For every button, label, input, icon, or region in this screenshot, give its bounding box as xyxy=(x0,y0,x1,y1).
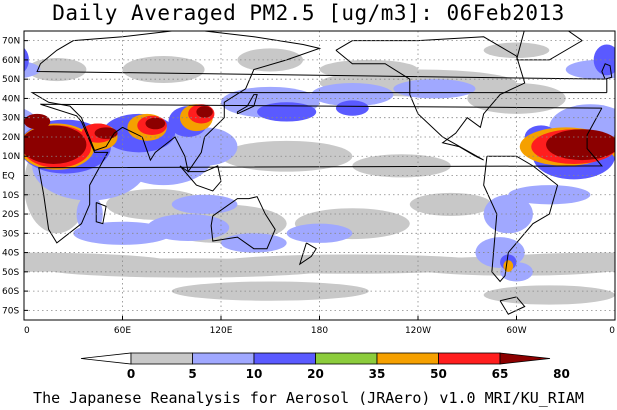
grid-lines xyxy=(24,31,615,320)
lon-tick-label: 180 xyxy=(311,326,328,336)
lat-tick-label: 20S xyxy=(2,210,19,220)
lon-tick-label: 60W xyxy=(506,326,526,336)
lon-tick-label: 120W xyxy=(405,326,431,336)
lat-tick-label: 50S xyxy=(2,268,19,278)
colorbar-swatch xyxy=(80,352,132,365)
credit-line: The Japanese Reanalysis for Aerosol (JRA… xyxy=(33,389,584,407)
lat-tick-label: 20N xyxy=(2,133,20,143)
lon-axis: 0 60E 120E 180 120W 60W 0 xyxy=(23,316,616,336)
colorbar-swatch xyxy=(253,352,316,365)
lat-tick-label: 70S xyxy=(2,306,19,316)
lat-tick-label: 50N xyxy=(2,75,20,85)
colorbar-label: 50 xyxy=(430,367,447,381)
colorbar-label: 35 xyxy=(369,367,386,381)
colorbar: 0 5 10 20 35 50 65 80 xyxy=(80,352,570,381)
lat-tick-label: 30S xyxy=(2,229,19,239)
colorbar-swatch xyxy=(315,352,378,365)
lon-tick-label: 120E xyxy=(210,326,233,336)
lat-tick-label: EQ xyxy=(2,172,15,182)
colorbar-label: 0 xyxy=(127,367,135,381)
colorbar-swatch xyxy=(192,352,255,365)
lon-tick-label: 0 xyxy=(24,326,30,336)
lat-tick-label: 30N xyxy=(2,114,20,124)
colorbar-swatch xyxy=(376,352,439,365)
lat-axis: 70N 60N 50N 40N 30N 20N 10N EQ 10S 20S 30S 40S 50S 60… xyxy=(2,37,28,316)
chart-title: Daily Averaged PM2.5 [ug/m3]: 06Feb2013 xyxy=(52,1,565,25)
lat-tick-label: 60N xyxy=(2,56,20,66)
lat-tick-label: 10S xyxy=(2,191,19,201)
colorbar-swatch xyxy=(130,352,193,365)
colorbar-label: 10 xyxy=(246,367,263,381)
lat-tick-label: 70N xyxy=(2,37,20,47)
colorbar-label: 5 xyxy=(188,367,196,381)
lon-tick-label: 60E xyxy=(114,326,131,336)
lat-tick-label: 40S xyxy=(2,249,19,259)
lon-tick-label: 0 xyxy=(609,326,615,336)
lat-tick-label: 60S xyxy=(2,287,19,297)
colorbar-label: 20 xyxy=(307,367,324,381)
colorbar-label: 65 xyxy=(492,367,509,381)
colorbar-swatch xyxy=(499,352,551,365)
lat-tick-label: 10N xyxy=(2,152,20,162)
colorbar-swatch xyxy=(438,352,501,365)
lat-tick-label: 40N xyxy=(2,94,20,104)
colorbar-label: 80 xyxy=(553,367,570,381)
